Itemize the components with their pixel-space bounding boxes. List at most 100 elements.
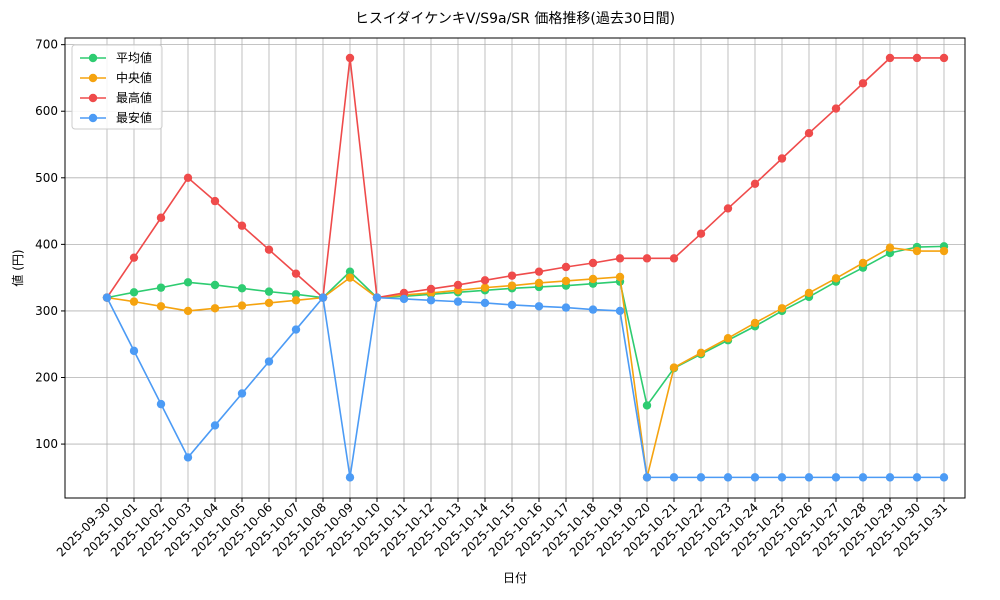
data-point bbox=[804, 128, 814, 138]
data-point bbox=[237, 389, 247, 398]
data-point bbox=[858, 473, 868, 482]
data-point bbox=[858, 79, 868, 88]
data-point bbox=[102, 293, 112, 302]
data-point bbox=[210, 421, 220, 430]
series-line bbox=[106, 246, 944, 478]
data-point bbox=[642, 473, 652, 482]
data-point bbox=[939, 473, 949, 482]
data-point bbox=[885, 473, 895, 482]
data-point bbox=[939, 246, 949, 256]
data-point bbox=[291, 296, 301, 305]
legend-marker bbox=[88, 73, 98, 83]
data-point bbox=[507, 281, 517, 290]
y-tick-label: 500 bbox=[35, 171, 58, 185]
data-point bbox=[345, 53, 355, 63]
data-point bbox=[372, 293, 382, 302]
data-point bbox=[426, 284, 436, 294]
data-point bbox=[507, 300, 517, 310]
data-point bbox=[156, 302, 166, 311]
data-point bbox=[237, 301, 247, 310]
data-point bbox=[588, 305, 598, 314]
y-axis-label: 値 (円) bbox=[10, 249, 25, 286]
data-point bbox=[480, 276, 490, 285]
data-point bbox=[831, 473, 841, 482]
legend-label: 最安値 bbox=[116, 110, 152, 125]
data-point bbox=[912, 53, 922, 63]
data-point bbox=[723, 204, 733, 213]
series-line bbox=[106, 57, 944, 300]
data-point bbox=[345, 273, 355, 282]
data-point bbox=[750, 473, 760, 482]
data-point bbox=[534, 302, 544, 311]
legend-marker bbox=[88, 53, 98, 63]
data-point bbox=[453, 280, 463, 290]
data-point bbox=[615, 306, 625, 316]
data-point bbox=[669, 363, 679, 372]
data-point bbox=[183, 278, 193, 287]
data-point bbox=[156, 399, 166, 409]
data-point bbox=[642, 401, 652, 410]
data-point bbox=[777, 473, 787, 482]
data-point bbox=[210, 304, 220, 313]
data-point bbox=[399, 294, 409, 304]
data-point bbox=[696, 229, 706, 238]
data-point bbox=[129, 288, 139, 297]
data-point bbox=[723, 334, 733, 343]
data-point bbox=[642, 254, 652, 263]
data-point bbox=[183, 306, 193, 316]
data-point bbox=[696, 348, 706, 358]
y-tick-label: 300 bbox=[35, 304, 58, 318]
data-point bbox=[831, 104, 841, 113]
data-point bbox=[156, 283, 166, 292]
data-point bbox=[480, 298, 490, 308]
data-point bbox=[561, 276, 571, 286]
data-point bbox=[291, 269, 301, 278]
data-point bbox=[210, 280, 220, 290]
data-point bbox=[264, 287, 274, 296]
data-point bbox=[777, 154, 787, 163]
data-point bbox=[183, 453, 193, 462]
data-point bbox=[750, 318, 760, 328]
data-point bbox=[264, 245, 274, 254]
y-tick-label: 100 bbox=[35, 437, 58, 451]
data-point bbox=[507, 271, 517, 280]
data-point bbox=[912, 473, 922, 482]
data-point bbox=[480, 283, 490, 292]
data-point bbox=[318, 293, 328, 302]
data-point bbox=[345, 267, 355, 276]
data-point bbox=[264, 298, 274, 308]
legend-label: 中央値 bbox=[116, 70, 152, 85]
y-tick-label: 400 bbox=[35, 237, 58, 251]
data-point bbox=[615, 254, 625, 263]
data-point bbox=[129, 346, 139, 356]
chart-title: ヒスイダイケンキV/S9a/SR 価格推移(過去30日間) bbox=[355, 11, 675, 27]
data-point bbox=[615, 272, 625, 282]
y-tick-label: 200 bbox=[35, 371, 58, 385]
y-tick-label: 600 bbox=[35, 104, 58, 118]
plot-frame bbox=[64, 37, 966, 499]
legend-label: 平均値 bbox=[116, 50, 152, 65]
data-point bbox=[750, 179, 760, 188]
data-point bbox=[561, 262, 571, 272]
data-point bbox=[534, 267, 544, 276]
data-point bbox=[156, 213, 166, 222]
data-point bbox=[804, 473, 814, 482]
x-axis-label: 日付 bbox=[503, 571, 527, 585]
data-point bbox=[858, 258, 868, 268]
data-point bbox=[588, 274, 598, 284]
legend-box bbox=[71, 44, 163, 130]
data-point bbox=[885, 53, 895, 63]
data-point bbox=[777, 304, 787, 313]
data-point bbox=[237, 284, 247, 293]
data-point bbox=[723, 473, 733, 482]
legend-marker bbox=[88, 113, 98, 123]
data-point bbox=[210, 196, 220, 206]
data-point bbox=[669, 254, 679, 263]
data-point bbox=[696, 473, 706, 482]
data-point bbox=[183, 173, 193, 182]
data-point bbox=[669, 473, 679, 482]
data-point bbox=[939, 53, 949, 63]
series-line bbox=[106, 295, 944, 479]
